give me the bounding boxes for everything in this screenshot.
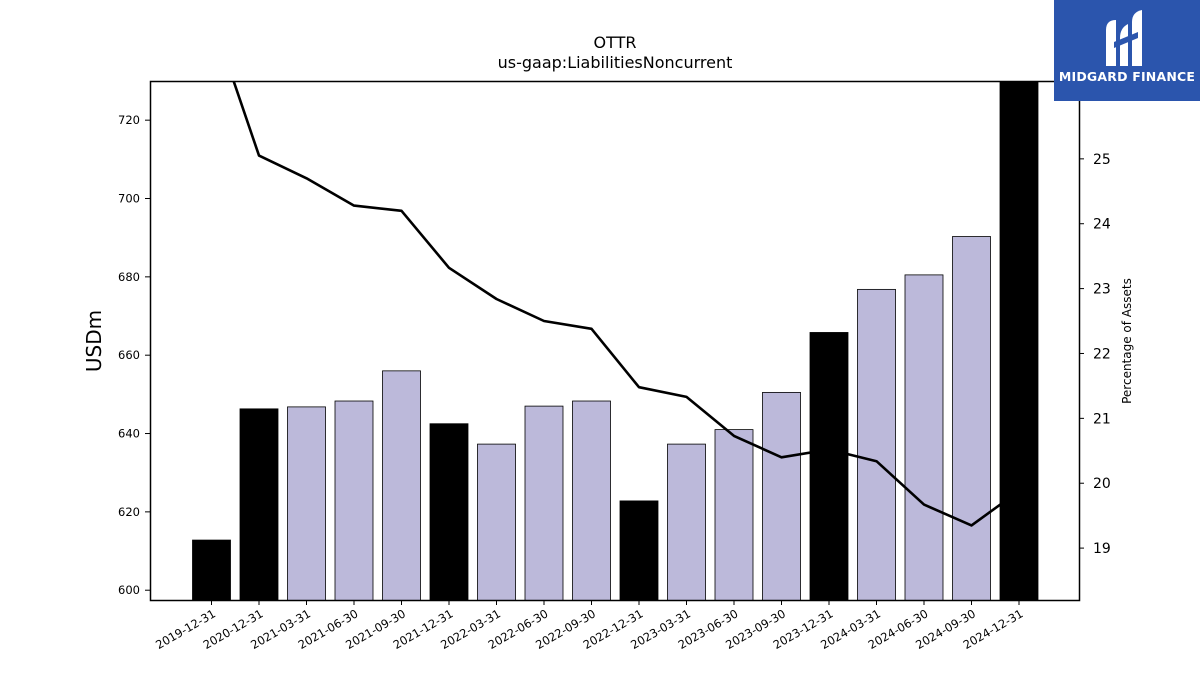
y-tick-label: 640	[118, 427, 140, 441]
y2-tick-label: 25	[1093, 152, 1111, 168]
logo-text: MIDGARD FINANCE	[1058, 69, 1196, 84]
y-axis-label: USDm	[82, 310, 106, 372]
chart-title: OTTR	[594, 33, 637, 52]
bar-2022-12-31	[619, 500, 659, 600]
y2-tick-label: 21	[1093, 411, 1111, 427]
y-tick-label: 700	[118, 192, 140, 206]
line-group	[232, 81, 1020, 527]
bars-group	[192, 81, 1039, 600]
y2-tick-label: 20	[1093, 476, 1111, 492]
y-tick-label: 720	[118, 113, 140, 127]
bar-2022-03-31	[477, 443, 516, 600]
bar-2021-09-30	[382, 370, 421, 600]
right-axis: 19 20 21 22 23 24 25	[1079, 152, 1111, 557]
bar-2023-09-30	[762, 391, 801, 600]
bar-2024-06-30	[904, 274, 944, 600]
bar-2023-03-31	[667, 443, 706, 600]
bar-2022-06-30	[524, 405, 564, 600]
y2-tick-label: 23	[1093, 282, 1111, 298]
bar-2019-12-31	[192, 539, 231, 600]
bar-2021-12-31	[429, 423, 469, 600]
y2-tick-label: 19	[1093, 541, 1111, 557]
x-axis: 2019-12-312020-12-312021-03-312021-06-30…	[153, 600, 1026, 652]
midgard-logo-icon	[1106, 10, 1142, 66]
bar-2021-03-31	[287, 406, 326, 600]
bar-2024-03-31	[857, 288, 896, 600]
y-tick-label: 680	[118, 270, 140, 284]
bar-2023-12-31	[809, 332, 849, 600]
y-tick-label: 600	[118, 583, 140, 597]
y-tick-label: 660	[118, 348, 140, 362]
y2-axis-label: Percentage of Assets	[1120, 278, 1134, 404]
bar-2020-12-31	[239, 408, 279, 600]
bar-2021-06-30	[334, 400, 374, 600]
plot-frame	[149, 80, 1081, 602]
brand-logo: MIDGARD FINANCE	[1054, 0, 1200, 101]
bar-2024-09-30	[952, 236, 991, 600]
bar-2024-12-31	[999, 81, 1039, 600]
y-tick-label: 620	[118, 505, 140, 519]
bar-2022-09-30	[572, 400, 611, 600]
bar-2023-06-30	[714, 429, 754, 600]
y2-tick-label: 24	[1093, 217, 1111, 233]
left-axis: 600 620 640 660 680 700 720	[118, 113, 150, 597]
y2-tick-label: 22	[1093, 346, 1111, 362]
pct-assets-line	[232, 81, 1020, 527]
chart-subtitle: us-gaap:LiabilitiesNoncurrent	[498, 53, 733, 72]
